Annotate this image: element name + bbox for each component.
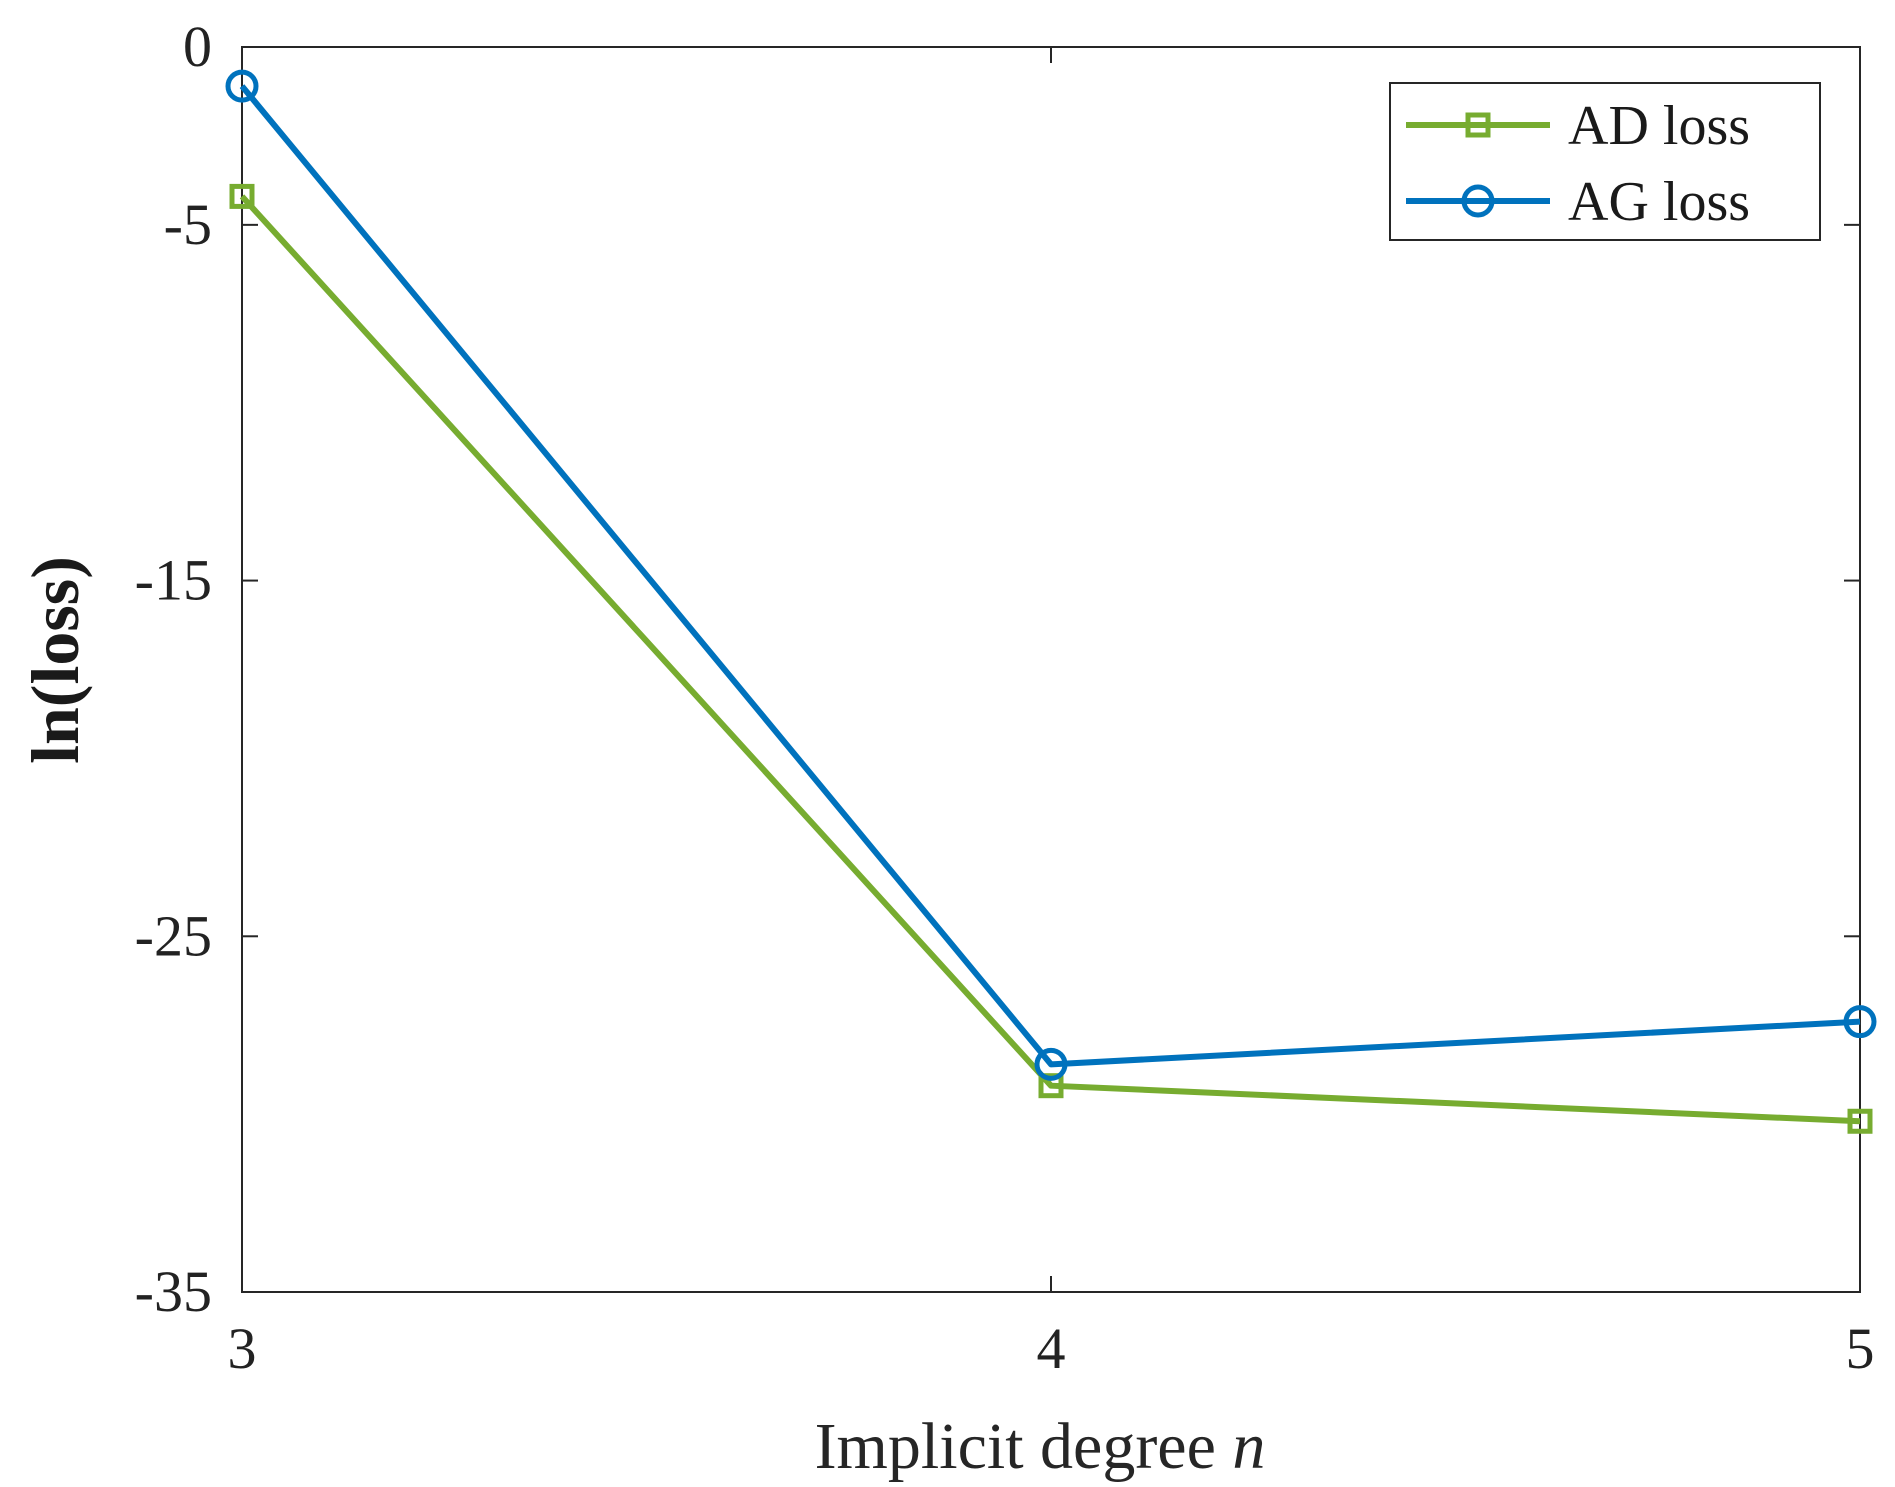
y-tick-label: 0 <box>183 14 212 79</box>
axis-ticks <box>241 46 1861 1293</box>
series-ag-loss <box>225 69 1877 1081</box>
y-axis-label: ln(loss) <box>17 556 93 764</box>
legend: AD loss AG loss <box>1389 82 1821 241</box>
y-tick-label: -25 <box>135 903 212 968</box>
data-series <box>225 69 1877 1134</box>
legend-marker-ag-loss <box>1461 184 1495 218</box>
legend-marker-ad-loss <box>1465 112 1491 138</box>
data-point-ag-loss <box>1034 1047 1068 1081</box>
data-point-ag-loss <box>1843 1005 1877 1039</box>
x-tick-label: 5 <box>1846 1316 1875 1381</box>
data-point-ad-loss <box>1038 1073 1064 1099</box>
x-axis-label-variable: n <box>1232 1410 1265 1483</box>
x-axis-label: Implicit degree n <box>815 1410 1266 1483</box>
data-point-ad-loss <box>1847 1108 1873 1134</box>
y-tick-label: -15 <box>135 548 212 613</box>
series-ad-loss <box>229 183 1873 1134</box>
legend-label-ag-loss: AG loss <box>1568 171 1750 233</box>
data-point-ag-loss <box>225 69 259 103</box>
data-point-ad-loss <box>229 183 255 209</box>
x-axis-label-text: Implicit degree <box>815 1410 1216 1483</box>
legend-box <box>1389 82 1821 241</box>
tick-labels: 0 -5 -15 -25 -353 4 5 <box>135 14 1875 1381</box>
y-tick-label: -5 <box>164 192 212 257</box>
y-tick-label: -35 <box>135 1259 212 1324</box>
series-line-ag-loss <box>239 84 1861 1068</box>
series-line-ad-loss <box>239 194 1861 1125</box>
x-tick-label: 4 <box>1037 1316 1066 1381</box>
x-tick-label: 3 <box>228 1316 257 1381</box>
legend-label-ad-loss: AD loss <box>1568 95 1750 157</box>
